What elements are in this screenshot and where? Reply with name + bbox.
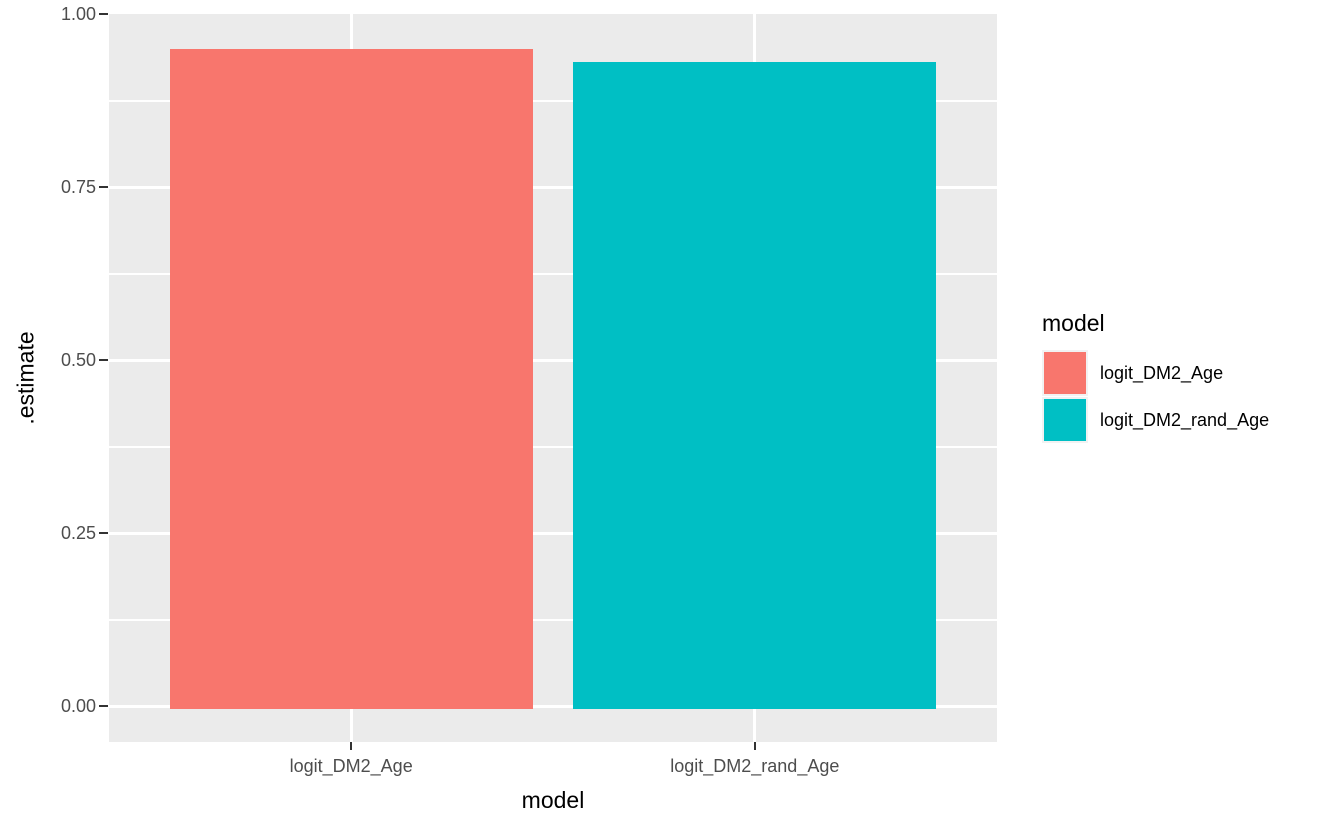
x-tick-label: logit_DM2_Age <box>289 756 413 776</box>
minor-gridline <box>109 618 997 621</box>
legend: model logit_DM2_Age logit_DM2_rand_Age <box>1042 308 1269 444</box>
legend-swatch-icon <box>1044 399 1086 441</box>
minor-gridline <box>109 272 997 275</box>
y-tick-mark <box>99 186 108 188</box>
major-gridline <box>109 704 997 708</box>
legend-swatch-icon <box>1044 352 1086 394</box>
y-tick-mark <box>99 705 108 707</box>
bar-logit_DM2_rand_Age <box>573 62 937 709</box>
y-tick-label: 1.00 <box>60 4 96 24</box>
y-tick-mark <box>99 532 108 534</box>
x-tick-label: logit_DM2_rand_Age <box>670 756 840 776</box>
plot-panel <box>109 14 997 742</box>
legend-item: logit_DM2_rand_Age <box>1042 397 1269 444</box>
legend-key <box>1042 350 1088 396</box>
y-tick-label: 0.00 <box>60 696 96 716</box>
bar-logit_DM2_Age <box>169 48 533 709</box>
legend-key <box>1042 397 1088 443</box>
legend-item-label: logit_DM2_Age <box>1100 363 1224 383</box>
y-tick-label: 0.50 <box>60 350 96 370</box>
major-gridline <box>109 185 997 189</box>
y-tick-label: 0.25 <box>60 523 96 543</box>
y-axis-title-text: .estimate <box>12 331 39 425</box>
minor-gridline <box>109 445 997 448</box>
legend-item: logit_DM2_Age <box>1042 350 1223 397</box>
major-gridline <box>109 358 997 362</box>
y-tick-mark <box>99 13 108 15</box>
y-tick-label: 0.75 <box>60 177 96 197</box>
x-tick-mark <box>350 742 353 750</box>
major-gridline <box>109 531 997 535</box>
x-tick-mark <box>753 742 756 750</box>
minor-gridline <box>109 99 997 102</box>
y-tick-mark <box>99 359 108 361</box>
legend-item-label: logit_DM2_rand_Age <box>1100 410 1270 430</box>
x-axis-title: model <box>521 787 585 813</box>
legend-title: model <box>1042 310 1105 336</box>
